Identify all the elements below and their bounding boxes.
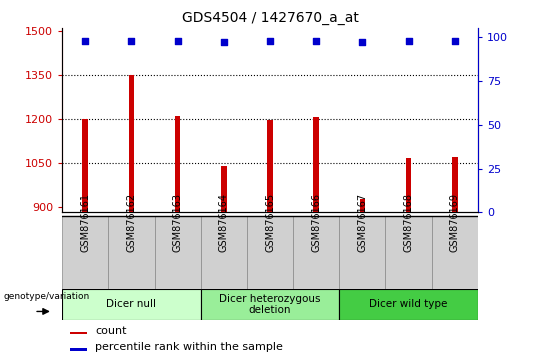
Title: GDS4504 / 1427670_a_at: GDS4504 / 1427670_a_at [181, 11, 359, 24]
Point [219, 40, 228, 45]
Bar [247, 216, 293, 289]
Text: GSM876161: GSM876161 [80, 193, 90, 252]
Bar [406, 158, 411, 212]
Text: count: count [96, 326, 127, 336]
Text: GSM876164: GSM876164 [219, 193, 229, 252]
Point [358, 40, 367, 45]
Text: GSM876168: GSM876168 [403, 193, 414, 252]
Bar [70, 332, 87, 335]
Bar [70, 348, 87, 350]
Point [404, 38, 413, 44]
Bar [201, 289, 339, 320]
Bar [360, 199, 365, 212]
Text: Dicer wild type: Dicer wild type [369, 299, 448, 309]
Bar [154, 216, 201, 289]
Text: percentile rank within the sample: percentile rank within the sample [96, 342, 284, 352]
Bar [83, 119, 88, 212]
Point [266, 38, 274, 44]
Text: GSM876165: GSM876165 [265, 193, 275, 252]
Bar [267, 120, 273, 212]
Bar [62, 289, 201, 320]
Point [312, 38, 321, 44]
Bar [62, 216, 109, 289]
Bar [129, 75, 134, 212]
Bar [201, 216, 247, 289]
Text: GSM876167: GSM876167 [357, 193, 367, 252]
Bar [431, 216, 478, 289]
Text: Dicer null: Dicer null [106, 299, 157, 309]
Bar [386, 216, 431, 289]
Bar [175, 116, 180, 212]
Bar [339, 216, 386, 289]
Bar [293, 216, 339, 289]
Bar [221, 166, 227, 212]
Text: Dicer heterozygous
deletion: Dicer heterozygous deletion [219, 293, 321, 315]
Point [173, 38, 182, 44]
Text: genotype/variation: genotype/variation [3, 292, 89, 301]
Text: GSM876169: GSM876169 [450, 193, 460, 252]
Text: GSM876162: GSM876162 [126, 193, 137, 252]
Point [81, 38, 90, 44]
Point [127, 38, 136, 44]
Bar [339, 289, 478, 320]
Text: GSM876163: GSM876163 [173, 193, 183, 252]
Bar [452, 157, 457, 212]
Point [450, 38, 459, 44]
Text: GSM876166: GSM876166 [311, 193, 321, 252]
Bar [109, 216, 154, 289]
Bar [313, 118, 319, 212]
